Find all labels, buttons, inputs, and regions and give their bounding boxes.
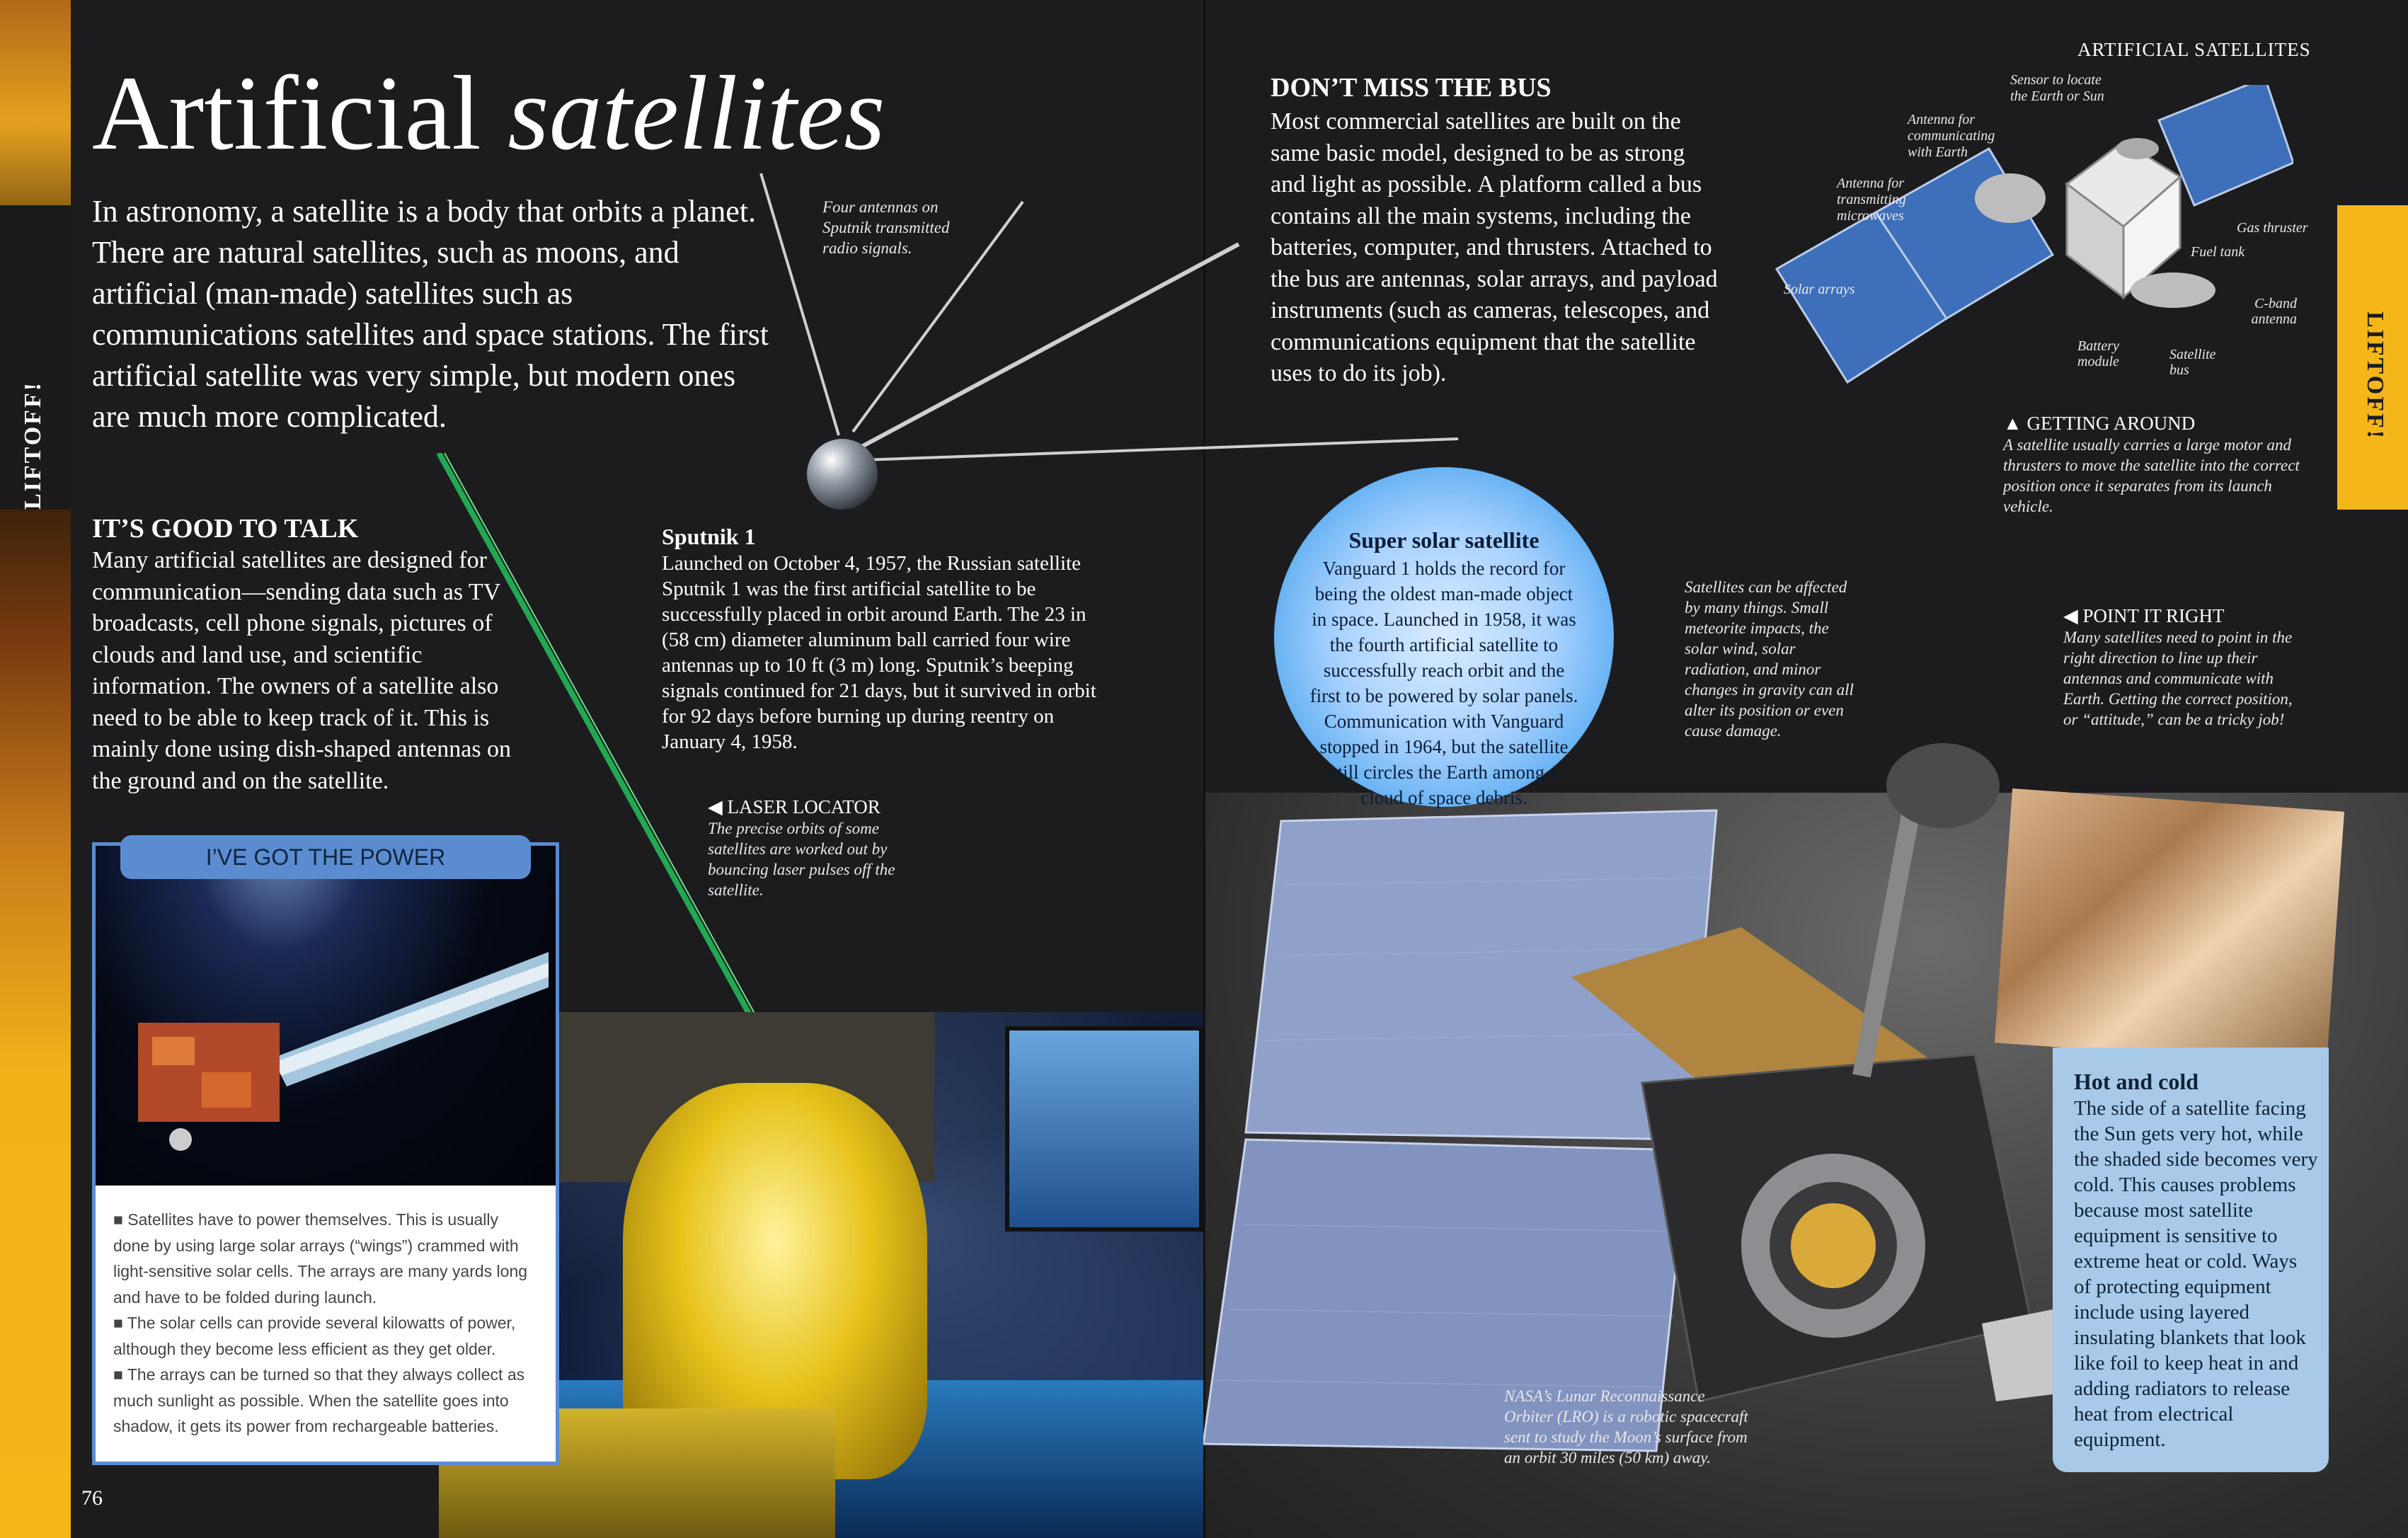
label-satellite-bus: Satellite bus (2169, 347, 2216, 378)
point-it-right-body: Many satellites need to point in the rig… (2063, 629, 2293, 728)
vanguard-heading: Super solar satellite (1348, 527, 1540, 553)
hot-cold-heading: Hot and cold (2074, 1069, 2199, 1094)
label-sensor: Sensor to locate the Earth or Sun (2010, 72, 2104, 104)
page-number-left: 76 (81, 1486, 103, 1510)
point-it-right-heading: ◀ POINT IT RIGHT (2063, 605, 2225, 626)
left-side-tab: LIFTOFF! (0, 205, 71, 510)
getting-around-body: A satellite usually carries a large moto… (2003, 436, 2300, 515)
label-gas-thruster: Gas thruster (2237, 220, 2308, 236)
vanguard-body: Vanguard 1 holds the record for being th… (1309, 558, 1578, 808)
page-gutter (1203, 0, 1205, 1538)
power-bullet-1: ■ Satellites have to power themselves. T… (113, 1210, 528, 1307)
hot-cold-body: The side of a satellite facing the Sun g… (2074, 1097, 2318, 1451)
talk-heading: IT’S GOOD TO TALK (92, 514, 359, 544)
bus-body: Most commercial satellites are built on … (1271, 108, 1718, 386)
foil-blanket-photo (1995, 788, 2344, 1066)
getting-around-caption: ▲ GETTING AROUND A satellite usually car… (2003, 413, 2300, 517)
point-it-right-caption: ◀ POINT IT RIGHT Many satellites need to… (2063, 605, 2307, 730)
getting-around-heading: ▲ GETTING AROUND (2003, 413, 2196, 434)
intro-paragraph: In astronomy, a satellite is a body that… (92, 194, 769, 434)
label-solar-arrays: Solar arrays (1784, 282, 1855, 297)
sputnik-antenna-caption: Four antennas on Sputnik transmitted rad… (822, 198, 950, 257)
power-bullets: ■ Satellites have to power themselves. T… (113, 1207, 538, 1440)
label-antenna-communicating: Antenna for communicating with Earth (1908, 112, 1995, 160)
affected-caption: Satellites can be affected by many thing… (1685, 578, 1854, 740)
laser-locator-heading: ◀ LASER LOCATOR (708, 796, 881, 817)
solar-wing-satellite-graphic (138, 952, 549, 1151)
right-side-tab: LIFTOFF! (2337, 205, 2408, 510)
laser-locator-caption: ◀ LASER LOCATOR The precise orbits of so… (708, 796, 920, 900)
sputnik-heading: Sputnik 1 (662, 524, 756, 549)
label-antenna-microwaves: Antenna for transmitting microwaves (1837, 176, 1906, 224)
label-c-band-antenna: C-band antenna (2251, 296, 2297, 327)
lro-spacecraft-illustration (1203, 743, 2053, 1452)
power-bullet-3: ■ The arrays can be turned so that they … (113, 1365, 525, 1435)
power-label: I’VE GOT THE POWER (120, 835, 531, 879)
laser-locator-body: The precise orbits of some satellites ar… (708, 820, 895, 899)
bus-heading: DON’T MISS THE BUS (1271, 73, 1552, 103)
vanguard-glow-circle (1274, 467, 1614, 807)
page-title: Artificial satellites (92, 54, 885, 172)
lro-caption: NASA’s Lunar Reconnaissance Orbiter (LRO… (1504, 1387, 1748, 1467)
sputnik-body: Launched on October 4, 1957, the Russian… (662, 552, 1096, 753)
laser-station-photo (439, 1012, 1203, 1538)
laser-beam (436, 453, 813, 1120)
label-battery-module: Battery module (2077, 338, 2119, 369)
sputnik-illustration (759, 173, 1459, 510)
talk-body: Many artificial satellites are designed … (92, 547, 512, 794)
running-head: ARTIFICIAL SATELLITES (2077, 39, 2311, 60)
power-satellite-photo (96, 846, 556, 1186)
hot-cold-panel (2053, 1048, 2329, 1472)
label-fuel-tank: Fuel tank (2191, 244, 2245, 260)
satellite-bus-diagram (1775, 85, 2293, 384)
power-bullet-2: ■ The solar cells can provide several ki… (113, 1314, 516, 1358)
control-room-window (1005, 1026, 1203, 1232)
